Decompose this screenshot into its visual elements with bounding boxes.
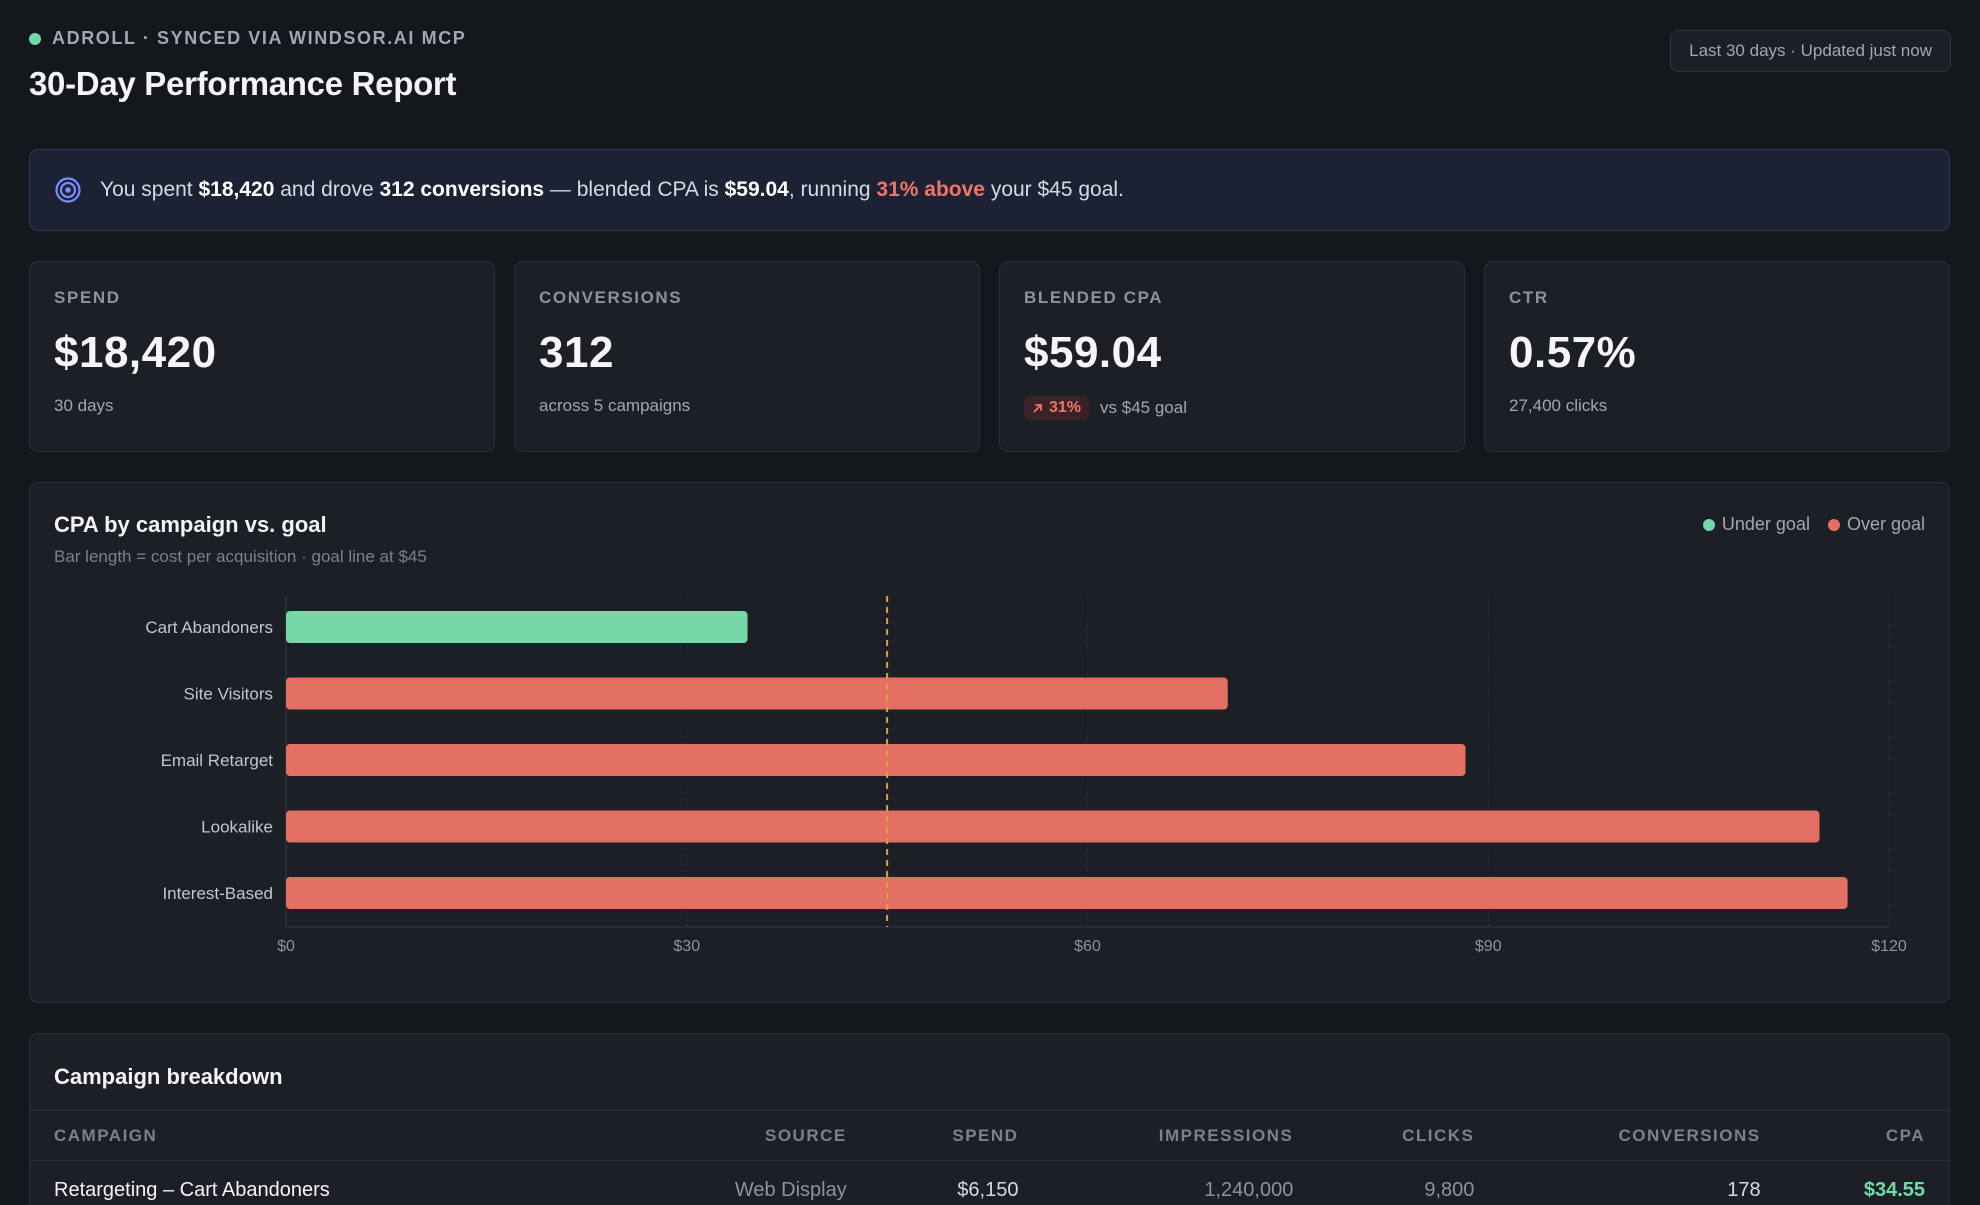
cell-spend: $6,150 (957, 1179, 1019, 1202)
kpi-card-ctr: CTR 0.57% 27,400 clicks (1484, 261, 1950, 452)
target-icon (55, 177, 81, 203)
category-label: Email Retarget (161, 751, 274, 770)
col-cpa[interactable]: CPA (1885, 1125, 1925, 1145)
x-tick-label: $0 (277, 938, 295, 955)
date-range-pill[interactable]: Last 30 days · Updated just now (1670, 30, 1951, 72)
delta-badge: 31% (1024, 396, 1090, 420)
kpi-value: 312 (539, 328, 614, 377)
page-title: 30-Day Performance Report (29, 65, 457, 102)
col-clicks[interactable]: CLICKS (1402, 1125, 1475, 1145)
kpi-sub: 27,400 clicks (1509, 396, 1608, 415)
bar (286, 810, 1820, 843)
delta-value: 31% (1049, 399, 1082, 416)
kpi-sub: across 5 campaigns (539, 396, 691, 415)
insight-text: You spent $18,420 and drove 312 conversi… (100, 178, 1124, 201)
category-label: Lookalike (201, 818, 273, 837)
insight-conversions: 312 conversions (379, 178, 545, 201)
table-header-row: CAMPAIGN SOURCE SPEND IMPRESSIONS CLICKS… (30, 1110, 1949, 1161)
cell-campaign: Retargeting – Cart Abandoners (54, 1179, 330, 1202)
insight-spend: $18,420 (198, 178, 275, 201)
cpa-bar-chart: $0 $30 $60 $90 $120 Cart Abandoners Site Visit… (145, 596, 1907, 955)
col-source[interactable]: SOURCE (764, 1125, 847, 1145)
campaign-table: CAMPAIGN SOURCE SPEND IMPRESSIONS CLICKS… (30, 1110, 1949, 1205)
chart-subtitle: Bar length = cost per acquisition · goal… (54, 547, 427, 566)
kpi-label: BLENDED CPA (1024, 288, 1164, 307)
campaign-breakdown-card: Campaign breakdown CAMPAIGN SOURCE SPEND… (29, 1033, 1950, 1205)
kpi-value: $59.04 (1024, 328, 1162, 377)
kpi-sub: 30 days (54, 396, 114, 415)
col-campaign[interactable]: CAMPAIGN (54, 1125, 158, 1145)
bar (286, 611, 748, 643)
legend-over-goal: Over goal (1827, 514, 1925, 535)
col-conversions[interactable]: CONVERSIONS (1618, 1125, 1761, 1145)
kpi-label: SPEND (54, 288, 121, 307)
cell-impressions: 1,240,000 (1204, 1179, 1294, 1202)
x-tick-label: $120 (1871, 938, 1907, 955)
kpi-label: CONVERSIONS (539, 288, 683, 307)
legend-swatch-under (1702, 518, 1715, 531)
kpi-value: 0.57% (1509, 328, 1637, 377)
bar (286, 677, 1228, 710)
col-spend[interactable]: SPEND (952, 1125, 1019, 1145)
insight-banner: You spent $18,420 and drove 312 conversi… (29, 149, 1950, 231)
kpi-card-conversions: CONVERSIONS 312 across 5 campaigns (514, 261, 980, 452)
cpa-chart-card: CPA by campaign vs. goal Bar length = co… (29, 482, 1950, 1003)
x-tick-label: $60 (1074, 938, 1101, 955)
category-label: Site Visitors (184, 685, 273, 704)
x-tick-label: $90 (1475, 938, 1502, 955)
report-header: ADROLL · SYNCED VIA WINDSOR.AI MCP 30-Da… (29, 28, 1951, 118)
cell-cpa: $34.55 (1863, 1179, 1925, 1202)
cell-source: Web Display (734, 1179, 847, 1202)
legend-swatch-over (1827, 518, 1840, 531)
table-row[interactable]: Retargeting – Cart Abandoners Web Displa… (30, 1161, 1949, 1205)
bar (286, 877, 1848, 909)
bar (286, 744, 1466, 776)
insight-cpa: $59.04 (724, 178, 789, 201)
kpi-card-blended-cpa: BLENDED CPA $59.04 31% vs $45 goal (999, 261, 1465, 452)
source-eyebrow: ADROLL · SYNCED VIA WINDSOR.AI MCP (29, 28, 1951, 49)
kpi-row: SPEND $18,420 30 days CONVERSIONS 312 ac… (29, 261, 1950, 452)
cell-clicks: 9,800 (1424, 1179, 1475, 1202)
category-label: Interest-Based (162, 884, 273, 903)
kpi-value: $18,420 (54, 328, 217, 377)
insight-above: 31% above (876, 178, 985, 201)
kpi-sub: 31% vs $45 goal (1024, 396, 1440, 420)
cell-conversions: 178 (1727, 1179, 1761, 1202)
table-title: Campaign breakdown (54, 1064, 283, 1089)
category-label: Cart Abandoners (145, 618, 273, 637)
x-tick-label: $30 (673, 938, 700, 955)
chart-legend: Under goal Over goal (1685, 514, 1925, 535)
arrow-up-right-icon (1033, 404, 1042, 413)
kpi-card-spend: SPEND $18,420 30 days (29, 261, 495, 452)
sync-status-dot (29, 32, 41, 45)
legend-under-goal: Under goal (1702, 514, 1810, 535)
source-label: ADROLL · SYNCED VIA WINDSOR.AI MCP (52, 28, 467, 48)
kpi-label: CTR (1509, 288, 1549, 307)
col-impressions[interactable]: IMPRESSIONS (1158, 1125, 1294, 1145)
chart-title: CPA by campaign vs. goal (54, 512, 327, 537)
